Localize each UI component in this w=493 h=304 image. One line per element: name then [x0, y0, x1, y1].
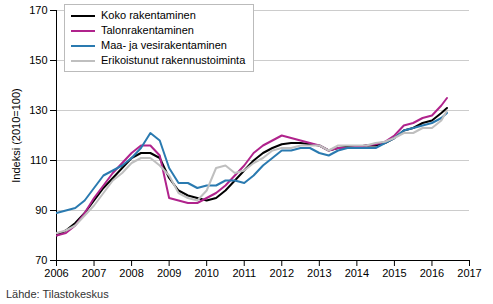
svg-text:150: 150: [29, 54, 47, 66]
svg-text:2009: 2009: [157, 267, 181, 279]
svg-text:2012: 2012: [270, 267, 294, 279]
html-text:Talonrakentaminen: Talonrakentaminen: [101, 24, 194, 36]
svg-text:2010: 2010: [194, 267, 218, 279]
svg-text:2017: 2017: [457, 267, 481, 279]
svg-text:110: 110: [30, 154, 48, 166]
html-text:Maa- ja vesirakentaminen: Maa- ja vesirakentaminen: [101, 39, 227, 51]
html-text:Lähde: Tilastokeskus: Lähde: Tilastokeskus: [6, 288, 109, 300]
svg-text:130: 130: [29, 104, 47, 116]
svg-text:2016: 2016: [420, 267, 444, 279]
svg-text:2006: 2006: [44, 267, 68, 279]
svg-text:Indeksi (2010=100): Indeksi (2010=100): [10, 88, 22, 182]
svg-text:2008: 2008: [119, 267, 143, 279]
svg-text:2013: 2013: [307, 267, 331, 279]
html-text:Koko rakentaminen: Koko rakentaminen: [101, 9, 196, 21]
svg-text:90: 90: [35, 204, 47, 216]
html-text:Erikoistunut rakennustoiminta: Erikoistunut rakennustoiminta: [101, 54, 246, 66]
svg-text:2015: 2015: [382, 267, 406, 279]
svg-text:2014: 2014: [345, 267, 369, 279]
svg-text:2011: 2011: [232, 267, 256, 279]
svg-text:170: 170: [29, 4, 47, 16]
svg-text:70: 70: [35, 254, 47, 266]
svg-text:2007: 2007: [82, 267, 106, 279]
